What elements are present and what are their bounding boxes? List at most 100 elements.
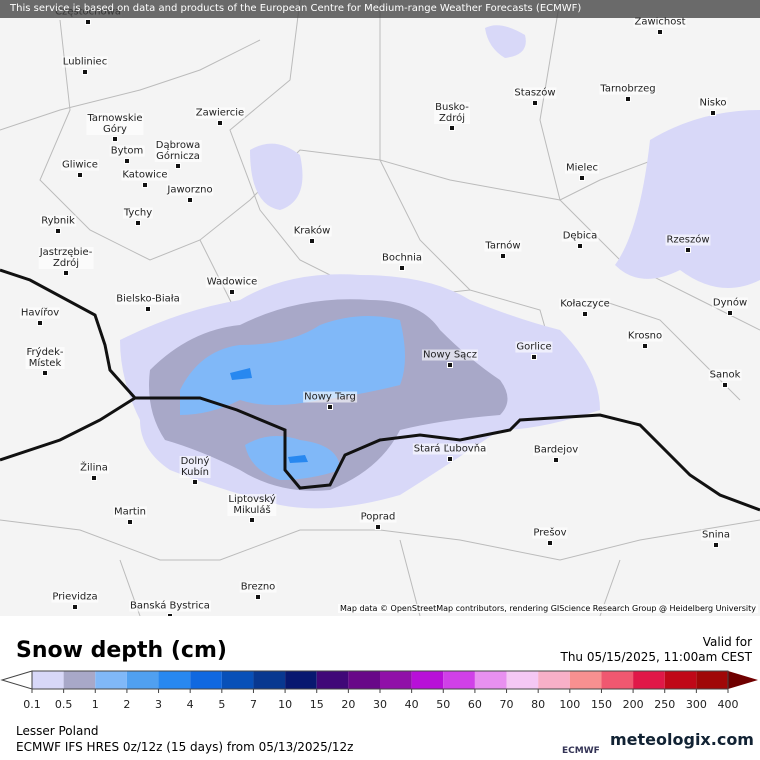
city-dot	[447, 361, 453, 368]
model-info: ECMWF IFS HRES 0z/12z (15 days) from 05/…	[16, 740, 354, 754]
city-dot	[175, 163, 181, 169]
city-dot	[127, 518, 133, 525]
city-dot	[167, 612, 173, 616]
city-label: Nowy Targ	[303, 391, 357, 403]
city-label: Havířov	[19, 307, 61, 319]
city-dot	[63, 270, 69, 276]
city-label: Bytom	[109, 145, 145, 157]
legend-label: 4	[187, 698, 194, 711]
legend-swatch	[253, 671, 286, 689]
legend-label: 100	[559, 698, 580, 711]
legend-label: 7	[250, 698, 257, 711]
city-dot	[85, 18, 91, 25]
city-dot	[42, 370, 48, 376]
legend-label: 2	[123, 698, 130, 711]
city-label: Dolný Kubín	[179, 456, 211, 478]
city-dot	[77, 171, 83, 178]
city-label: Snina	[701, 529, 731, 541]
city-label: Jaworzno	[166, 184, 214, 196]
city-label: Nowy Sącz	[421, 349, 479, 361]
city-dot	[577, 242, 583, 249]
attribution: Map data © OpenStreetMap contributors, r…	[338, 604, 758, 613]
city-dot	[722, 381, 728, 388]
city-label: Tarnobrzeg	[599, 83, 657, 95]
legend-swatch	[538, 671, 570, 689]
city-label: Dąbrowa Górnicza	[154, 140, 202, 162]
city-label: Krosno	[626, 330, 664, 342]
city-label: Rybnik	[40, 215, 76, 227]
legend-label: 80	[531, 698, 545, 711]
city-dot	[192, 479, 198, 485]
city-label: Gorlice	[515, 341, 553, 353]
legend-swatch	[411, 671, 444, 689]
legend-frame	[31, 670, 729, 690]
city-dot	[657, 28, 663, 35]
brand[interactable]: meteologix.com	[610, 730, 754, 749]
legend-swatch	[126, 671, 159, 689]
legend-over-arrow	[728, 671, 758, 689]
city-label: Nisko	[698, 97, 728, 109]
city-label: Kołaczyce	[559, 298, 611, 310]
city-label: Frýdek- Místek	[25, 347, 65, 369]
city-label: Bielsko-Biała	[115, 293, 181, 305]
legend-swatch	[380, 671, 412, 689]
legend-title: Snow depth (cm)	[16, 638, 227, 663]
legend-swatch	[95, 671, 127, 689]
legend-swatch	[32, 671, 64, 689]
legend-label: 0.1	[23, 698, 41, 711]
city-label: Dynów	[711, 297, 749, 309]
legend-label: 150	[591, 698, 612, 711]
city-label: Bochnia	[380, 252, 424, 264]
city-label: Poprad	[359, 511, 397, 523]
city-dot	[37, 319, 43, 326]
valid-label: Valid for	[702, 635, 752, 649]
legend-swatch	[158, 671, 191, 689]
city-dot	[531, 353, 537, 360]
legend-label: 1	[92, 698, 99, 711]
legend-swatch	[506, 671, 539, 689]
city-label: Gliwice	[61, 159, 99, 171]
country-border	[0, 268, 760, 512]
city-dot	[727, 309, 733, 316]
city-dot	[625, 95, 631, 102]
city-label: Tarnów	[484, 240, 522, 252]
ecmwf-logo: ECMWF	[562, 746, 600, 756]
city-dot	[642, 342, 648, 349]
legend-swatch	[474, 671, 507, 689]
legend-label: 30	[373, 698, 387, 711]
city-label: Stará Ľubovňa	[412, 443, 488, 455]
legend-label: 10	[278, 698, 292, 711]
city-dot	[217, 119, 223, 126]
city-dot	[553, 456, 559, 463]
legend-swatch	[601, 671, 634, 689]
legend-label: 0.5	[55, 698, 73, 711]
city-dot	[145, 305, 151, 312]
city-dot	[309, 237, 315, 244]
legend-swatch	[443, 671, 475, 689]
city-label: Staszów	[513, 87, 557, 99]
legend-label: 15	[310, 698, 324, 711]
legend-label: 300	[686, 698, 707, 711]
city-dot	[82, 68, 88, 75]
city-dot	[55, 227, 61, 234]
city-label: Prešov	[532, 527, 568, 539]
city-label: Liptovský Mikuláš	[227, 494, 277, 516]
city-label: Kraków	[292, 225, 332, 237]
city-dot	[124, 157, 130, 164]
snow-areas	[120, 25, 760, 509]
city-dot	[449, 125, 455, 131]
city-dot	[112, 136, 118, 142]
banner: This service is based on data and produc…	[0, 0, 760, 18]
legend-label: 60	[468, 698, 482, 711]
legend-under-arrow	[0, 670, 33, 690]
legend-label: 70	[500, 698, 514, 711]
city-label: Zawichost	[633, 16, 687, 28]
city-dot	[142, 181, 148, 188]
city-dot	[500, 252, 506, 259]
city-label: Busko- Zdrój	[434, 102, 470, 124]
city-dot	[249, 517, 255, 523]
legend-swatch	[63, 671, 96, 689]
city-label: Tychy	[122, 207, 154, 219]
valid-time: Thu 05/15/2025, 11:00am CEST	[560, 650, 753, 664]
